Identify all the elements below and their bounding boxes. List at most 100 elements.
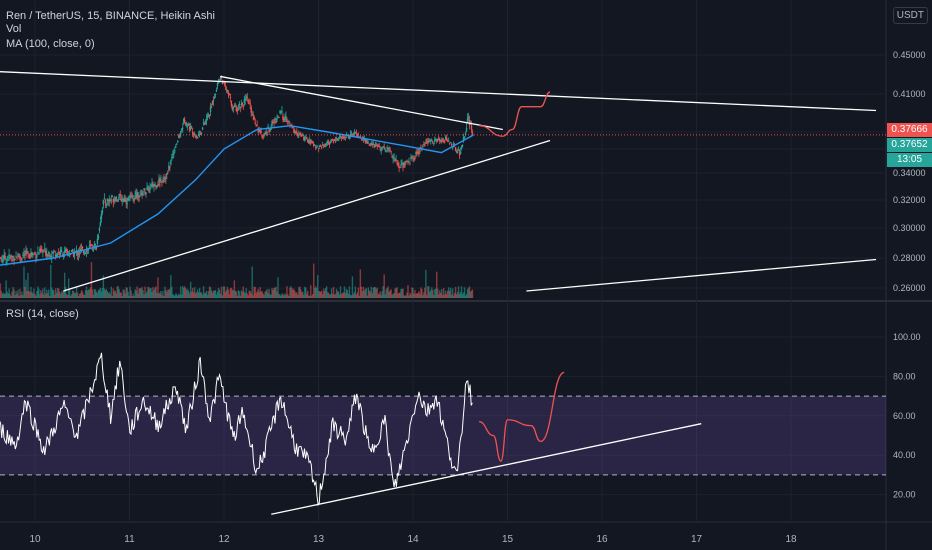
volume-bar [274,287,276,298]
volume-bar [110,286,113,298]
volume-bar [11,291,13,298]
candle-body [272,121,274,123]
candle-body [429,140,431,142]
candle-body [368,144,370,146]
volume-bar [212,290,215,298]
candle-body [193,133,196,135]
volume-bar [387,286,389,298]
candle-body [422,145,424,148]
candle-body [400,164,402,166]
candle-body [312,141,314,143]
candle-body [220,78,223,80]
volume-bar [72,291,75,298]
volume-bar [169,288,171,298]
candle-body [333,139,336,141]
volume-bar [309,295,311,298]
volume-bar [226,286,229,298]
candle-body [314,144,316,146]
volume-bar [180,286,182,298]
candle-body [69,253,72,255]
candle-body [302,134,304,136]
candle-body [418,152,420,154]
candle-body [442,140,444,142]
candle-body [435,139,437,141]
volume-bar [381,291,383,298]
volume-bar [256,291,258,298]
volume-bar [434,288,436,298]
candle-body [209,106,212,113]
volume-bar [322,288,325,298]
volume-bar [363,290,366,298]
volume-bar [113,291,115,298]
volume-bar [300,289,302,298]
candle-body [256,124,258,126]
candle-body [276,118,278,120]
candle-body [417,151,419,153]
rsi-band [0,396,886,475]
volume-bar [126,287,128,298]
volume-bar [258,291,260,298]
volume-bar [283,295,285,298]
volume-bar [140,288,142,298]
candle-body [334,139,337,141]
volume-bar [220,286,223,298]
volume-bar [208,286,211,298]
rsi-line [0,352,473,507]
volume-bar [103,288,106,298]
volume-bar [399,292,401,298]
candle-body [41,249,43,251]
candle-body [447,140,450,142]
candle-body [279,110,281,114]
volume-bar [6,291,8,298]
volume-bar [314,287,316,298]
candle-body [282,115,284,120]
candle-body [136,194,138,198]
candle-body [336,138,339,140]
volume-bar [355,294,358,298]
volume-bar [276,291,278,298]
volume-bar [444,294,446,298]
candle-body [224,85,227,87]
volume-bar [271,287,273,298]
candle-body [236,109,239,111]
volume-bar [73,292,76,298]
candle-body [309,139,311,142]
candle-body [141,192,143,196]
candle-body [431,139,433,141]
candle-body [151,183,153,185]
candle-body [366,141,369,144]
currency-button[interactable]: USDT [892,7,928,24]
volume-bar [469,291,472,298]
candle-body [94,244,97,246]
volume-bar [129,286,131,298]
price-projection-path [479,91,551,137]
volume-bar [24,286,26,298]
volume-bar [207,291,210,298]
candle-body [347,137,350,139]
candle-body [383,146,385,149]
volume-bar [438,294,440,298]
candle-body [390,151,392,153]
candle-body [266,131,268,134]
countdown-tag: 13:05 [887,153,932,167]
rsi-tick-label: 20.00 [893,490,916,500]
ma-line [0,124,474,266]
volume-bar [312,294,314,298]
candle-body [357,135,360,137]
candle-body [296,132,298,134]
volume-bar [18,295,20,298]
candle-body [60,249,62,254]
candle-body [58,252,60,254]
volume-bar [457,286,460,298]
candle-body [123,199,125,202]
volume-bar [125,287,127,298]
candle-body [156,185,158,188]
candle-body [255,125,257,127]
candle-body [407,161,409,163]
candle-body [131,196,133,199]
candle-body [321,144,324,146]
volume-bar [240,290,242,298]
candle-body [319,145,322,147]
candle-body [267,126,269,129]
